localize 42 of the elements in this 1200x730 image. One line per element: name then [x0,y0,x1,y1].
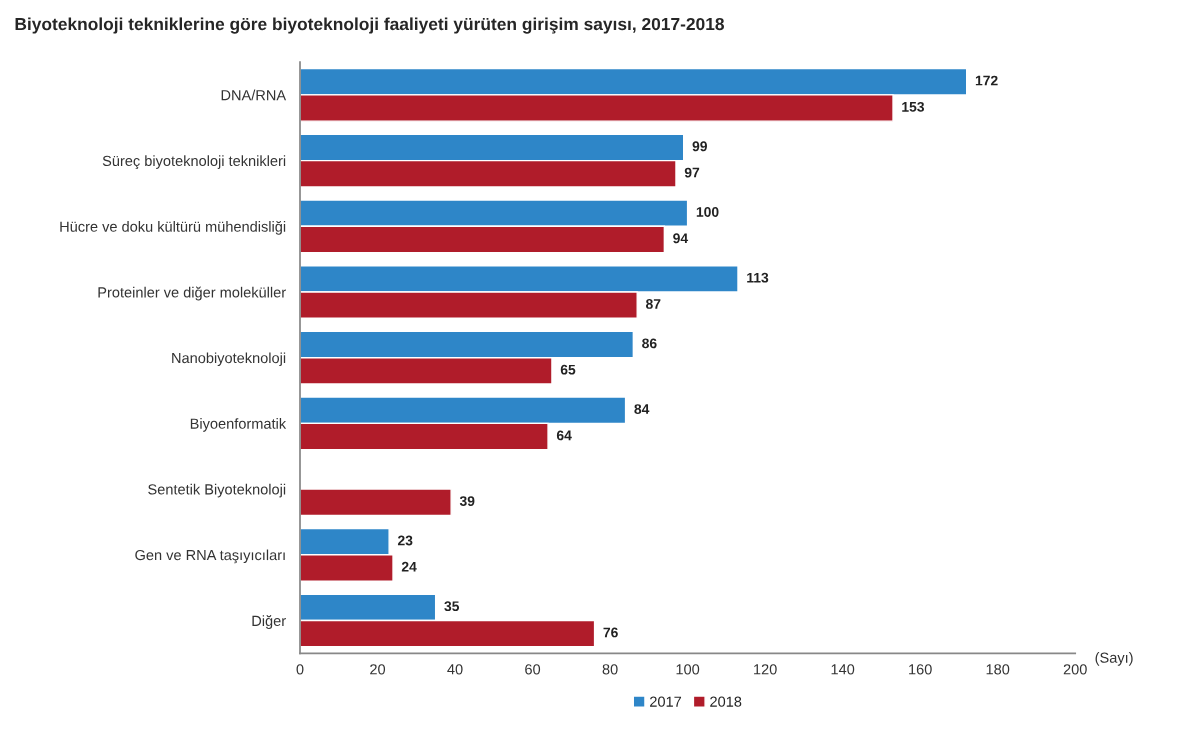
x-tick-label: 80 [602,664,618,675]
x-tick-label: 140 [831,664,855,675]
y-tick-label: Süreç biyoteknoloji teknikleri [102,155,286,169]
text: (Sayı) [1095,652,1133,666]
x-tick-label: 160 [909,664,932,675]
data-label: 113 [747,272,769,283]
x-tick-label: 40 [447,664,463,675]
y-tick-label: Hücre ve doku kültürü mühendisliği [60,220,286,235]
y-tick-label: Proteinler ve diğer moleküller [98,286,286,301]
data-label: 100 [696,207,719,217]
x-tick-label: 120 [754,664,777,675]
data-label: 84 [634,404,650,414]
y-tick-label: Diğer [252,615,286,629]
bar [300,488,452,517]
data-label: 23 [397,535,413,546]
data-label: 65 [560,364,576,375]
data-label: 97 [684,167,700,178]
data-label: 64 [556,430,572,441]
legend-label: 2017 [650,696,682,707]
data-label: 39 [459,496,475,506]
y-tick-label: Gen ve RNA taşıyıcıları [135,549,285,564]
data-label: 153 [902,101,925,112]
data-label: 76 [603,627,618,638]
data-label: 35 [444,601,460,612]
data-label: 87 [645,299,661,309]
x-tick-label: 180 [986,664,1010,675]
y-tick-label: Sentetik Biyoteknoloji [148,483,286,498]
x-tick-label: 0 [296,664,304,675]
data-label: 99 [692,141,707,152]
y-tick-label: Biyoenformatik [190,418,287,432]
data-label: 172 [975,75,998,86]
x-tick-label: 60 [525,664,541,675]
legend-label: 2018 [710,696,742,707]
data-label: 94 [673,233,689,244]
y-tick-label: DNA/RNA [221,89,287,101]
x-tick-label: 200 [1063,664,1087,675]
x-tick-label: 100 [676,664,700,675]
data-label: 24 [401,561,417,572]
data-label: 86 [642,338,657,349]
chart-title: Biyoteknoloji tekniklerine göre biyoteknoloji faaliyeti yürüten girişim sayısı, 2017-2018 [15,17,724,34]
y-tick-label: Nanobiyoteknoloji [172,352,286,367]
x-tick-label: 20 [370,664,386,675]
